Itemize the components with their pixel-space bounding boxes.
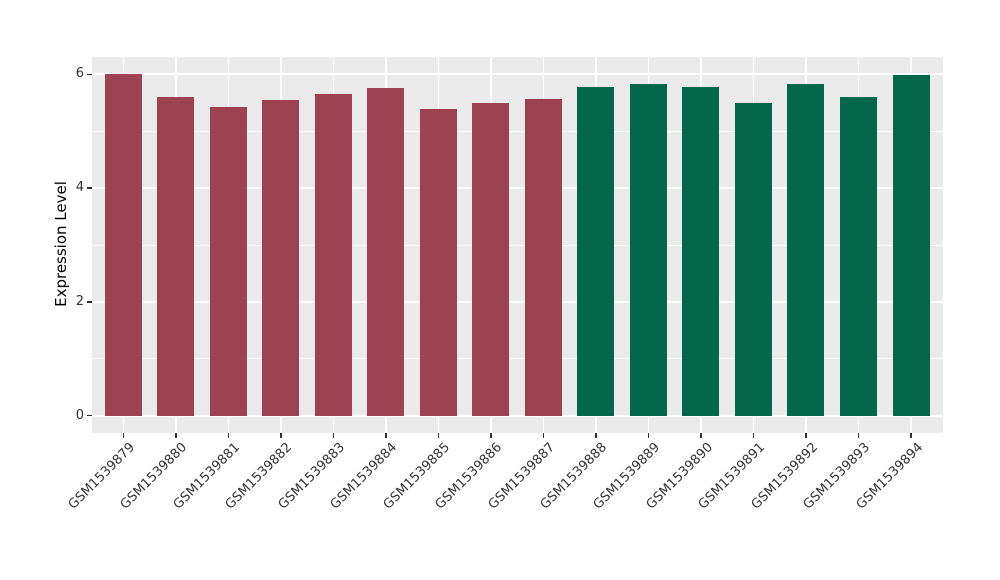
y-tick-label-6: 6 xyxy=(75,66,84,82)
bar-GSM1539890 xyxy=(682,86,720,416)
y-axis-title: Expression Level xyxy=(52,181,70,307)
plot-panel xyxy=(92,57,943,433)
bar-GSM1539886 xyxy=(472,102,510,416)
x-tick-mark-GSM1539880 xyxy=(175,433,177,438)
x-tick-mark-GSM1539888 xyxy=(595,433,597,438)
x-tick-mark-GSM1539885 xyxy=(437,433,440,438)
y-tick-mark-4 xyxy=(87,187,92,189)
gridline-minor-y-1 xyxy=(92,358,943,360)
gridline-major-y-2 xyxy=(92,300,943,303)
bar-GSM1539892 xyxy=(787,83,825,416)
y-tick-mark-2 xyxy=(87,301,92,303)
x-tick-mark-GSM1539894 xyxy=(910,433,912,438)
bar-GSM1539894 xyxy=(892,75,930,416)
bar-GSM1539887 xyxy=(524,98,562,416)
x-tick-mark-GSM1539890 xyxy=(700,433,702,438)
bar-GSM1539891 xyxy=(734,103,772,416)
bar-GSM1539883 xyxy=(314,93,352,416)
x-tick-mark-GSM1539882 xyxy=(280,433,282,438)
bar-GSM1539884 xyxy=(367,87,405,416)
bar-GSM1539879 xyxy=(104,74,142,416)
gridline-minor-y-5 xyxy=(92,130,943,132)
x-tick-mark-GSM1539889 xyxy=(647,433,650,438)
x-tick-mark-GSM1539884 xyxy=(385,433,387,438)
gridline-major-y-4 xyxy=(92,187,943,190)
y-tick-label-4: 4 xyxy=(75,180,84,196)
gridline-major-y-0 xyxy=(92,414,943,417)
y-tick-label-2: 2 xyxy=(75,293,84,309)
x-tick-mark-GSM1539893 xyxy=(857,433,860,438)
bar-GSM1539880 xyxy=(157,97,195,416)
bar-GSM1539881 xyxy=(209,106,247,416)
y-tick-mark-0 xyxy=(87,414,92,417)
y-tick-mark-6 xyxy=(87,73,92,76)
x-tick-mark-GSM1539879 xyxy=(122,433,125,438)
x-tick-mark-GSM1539891 xyxy=(752,433,755,438)
y-tick-label-0: 0 xyxy=(75,407,84,423)
x-tick-mark-GSM1539886 xyxy=(490,433,492,438)
x-tick-mark-GSM1539881 xyxy=(227,433,230,438)
bar-GSM1539885 xyxy=(419,108,457,416)
x-tick-mark-GSM1539883 xyxy=(332,433,335,438)
x-tick-mark-GSM1539887 xyxy=(542,433,545,438)
x-tick-mark-GSM1539892 xyxy=(805,433,807,438)
gridline-major-y-6 xyxy=(92,73,943,76)
bar-GSM1539888 xyxy=(577,86,615,416)
gridline-minor-y-3 xyxy=(92,244,943,246)
bar-GSM1539889 xyxy=(629,83,667,416)
bar-GSM1539893 xyxy=(840,96,877,416)
bar-GSM1539882 xyxy=(262,99,300,416)
